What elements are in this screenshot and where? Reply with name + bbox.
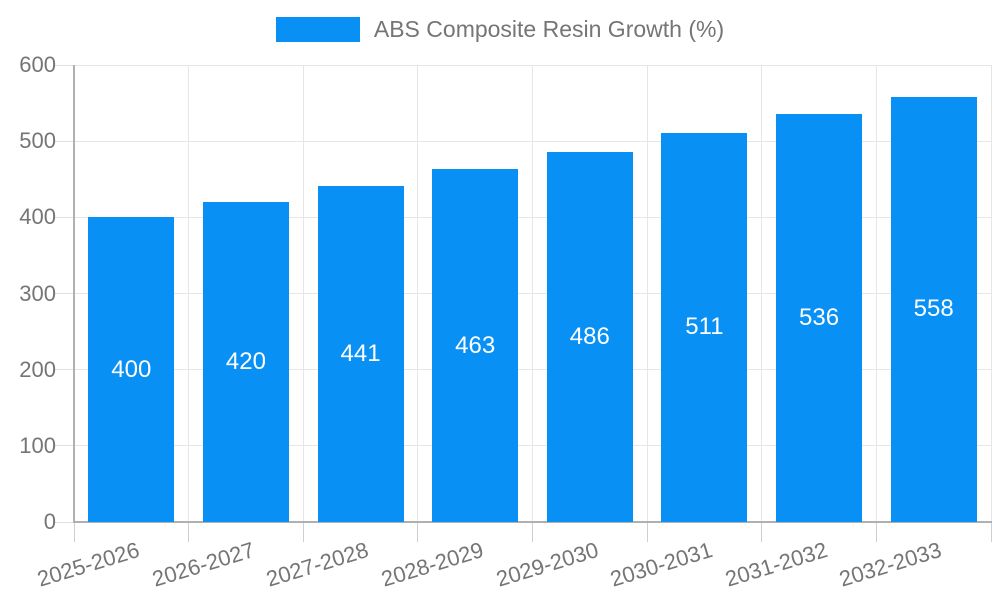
bar-2025-2026[interactable]: 400 <box>88 217 175 522</box>
x-axis-tick-mark <box>302 522 304 542</box>
bar-2026-2027[interactable]: 420 <box>202 202 289 522</box>
x-axis-category-label: 2025-2026 <box>34 537 143 592</box>
legend-label: ABS Composite Resin Growth (%) <box>373 16 725 42</box>
gridline-vertical <box>532 65 533 522</box>
y-axis-line <box>73 65 75 522</box>
y-axis-tick-mark <box>54 216 74 218</box>
legend-swatch <box>275 17 360 42</box>
bar-value-label: 400 <box>111 355 152 383</box>
bar-2032-2033[interactable]: 558 <box>890 96 977 522</box>
x-axis-category-label: 2028-2029 <box>378 537 487 592</box>
gridline-vertical <box>417 65 419 522</box>
bar-value-label: 463 <box>455 331 496 359</box>
x-axis-tick-mark <box>532 522 533 542</box>
x-axis-tick-mark <box>417 522 419 542</box>
gridline-vertical <box>188 65 190 522</box>
x-axis-tick-mark <box>761 522 763 542</box>
x-axis-category-label: 2026-2027 <box>149 537 257 592</box>
bar-value-label: 536 <box>799 303 840 331</box>
y-axis-tick-mark <box>54 521 74 523</box>
x-axis-tick-mark <box>875 522 877 542</box>
bar-value-label: 441 <box>340 340 381 368</box>
y-axis-tick-mark <box>54 64 74 66</box>
bar-2029-2030[interactable]: 486 <box>546 151 633 522</box>
legend[interactable]: ABS Composite Resin Growth (%) <box>0 16 1000 43</box>
x-axis-tick-mark <box>188 522 190 542</box>
y-axis-tick-mark <box>54 445 74 447</box>
x-axis-line <box>73 521 992 523</box>
x-axis-tick-mark <box>990 522 992 542</box>
x-axis-category-label: 2032-2033 <box>836 537 945 592</box>
y-axis-tick-label: 600 <box>19 52 56 77</box>
gridline-vertical <box>761 65 763 522</box>
x-axis-category-label: 2029-2030 <box>492 537 601 592</box>
y-axis-tick-mark <box>54 369 74 371</box>
bar-value-label: 486 <box>569 322 610 350</box>
y-axis-tick-label: 500 <box>19 128 56 154</box>
y-axis-tick-mark <box>54 140 74 142</box>
y-axis-tick-label: 400 <box>19 204 56 230</box>
x-axis-category-label: 2027-2028 <box>263 537 372 592</box>
y-axis-tick-mark <box>54 293 74 294</box>
x-axis-category-label: 2030-2031 <box>607 537 716 592</box>
y-axis-tick-label: 100 <box>19 432 56 458</box>
bar-value-label: 420 <box>225 348 266 376</box>
bar-value-label: 558 <box>913 295 954 323</box>
gridline-vertical <box>990 65 992 522</box>
bar-2031-2032[interactable]: 536 <box>776 113 863 522</box>
y-axis-tick-label: 0 <box>43 509 56 534</box>
gridline-vertical <box>646 65 648 522</box>
x-axis-tick-mark <box>646 522 648 542</box>
gridline-vertical <box>302 65 304 522</box>
bar-2030-2031[interactable]: 511 <box>661 132 748 522</box>
bar-2027-2028[interactable]: 441 <box>317 186 404 522</box>
bar-value-label: 511 <box>685 313 724 341</box>
y-axis-tick-label: 200 <box>19 356 56 382</box>
y-axis-tick-label: 300 <box>19 280 56 306</box>
bar-2028-2029[interactable]: 463 <box>432 169 519 522</box>
gridline-vertical <box>875 65 877 522</box>
x-axis-tick-mark <box>73 522 75 542</box>
x-axis-category-label: 2031-2032 <box>722 537 831 592</box>
